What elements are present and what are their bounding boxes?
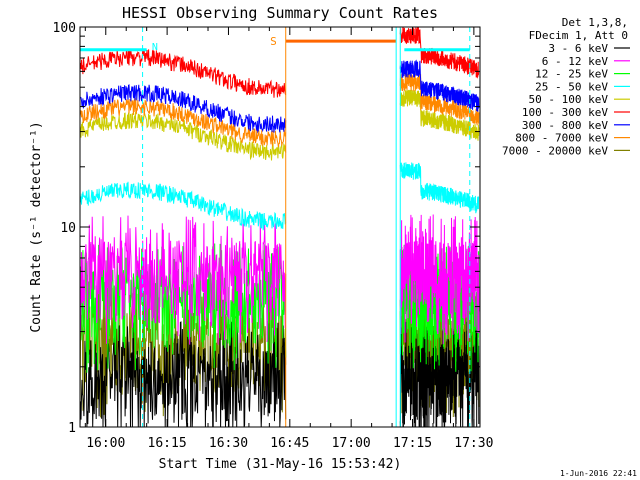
series-line-6-0 <box>79 84 287 134</box>
series-line-4-0 <box>79 111 287 161</box>
x-tick-label-2: 16:30 <box>209 436 248 451</box>
x-tick-label-0: 16:00 <box>86 436 125 451</box>
series-line-5-0 <box>79 48 287 98</box>
series-line-5-1 <box>399 26 480 79</box>
x-tick-label-5: 17:15 <box>393 436 432 451</box>
x-tick-label-1: 16:15 <box>148 436 187 451</box>
y-tick-label-2: 100 <box>53 21 76 36</box>
legend-label-7: 800 - 7000 keV <box>515 132 608 145</box>
legend-label-6: 300 - 800 keV <box>522 119 608 132</box>
legend-label-8: 7000 - 20000 keV <box>502 144 608 157</box>
generated-timestamp: 1-Jun-2016 22:41 <box>560 469 637 478</box>
axis-layer: 16:00 16:15 16:30 16:45 17:00 17:15 17:30 1 10 10… <box>53 21 494 451</box>
x-axis-label: Start Time (31-May-16 15:53:42) <box>159 457 402 472</box>
legend-header-line-1: Det 1,3,8, <box>562 16 628 29</box>
y-axis-label: Count Rate (s⁻¹ detector⁻¹) <box>29 121 44 332</box>
y-tick-label-0: 1 <box>68 421 76 436</box>
annotation-night: N <box>152 42 158 53</box>
legend-header-line-2: FDecim 1, Att 0 <box>529 29 628 42</box>
legend-label-4: 50 - 100 keV <box>529 93 609 106</box>
series-line-1-1 <box>399 214 480 345</box>
series-line-6-1 <box>399 59 480 112</box>
series-line-4-1 <box>399 89 480 141</box>
series-line-3-1 <box>399 162 480 214</box>
annotation-saa: S <box>270 35 277 48</box>
legend-label-2: 12 - 25 keV <box>535 68 608 81</box>
series-line-7-0 <box>79 97 287 147</box>
legend-label-5: 100 - 300 keV <box>522 106 608 119</box>
x-tick-label-6: 17:30 <box>454 436 493 451</box>
y-tick-label-1: 10 <box>60 221 76 236</box>
x-tick-label-3: 16:45 <box>270 436 309 451</box>
legend-label-0: 3 - 6 keV <box>548 42 608 55</box>
series-line-3-0 <box>79 181 287 231</box>
legend-label-1: 6 - 12 keV <box>542 55 609 68</box>
x-tick-label-4: 17:00 <box>332 436 371 451</box>
legend-label-3: 25 - 50 keV <box>535 80 608 93</box>
series-line-1-0 <box>79 215 287 345</box>
chart-title: HESSI Observing Summary Count Rates <box>122 4 438 22</box>
